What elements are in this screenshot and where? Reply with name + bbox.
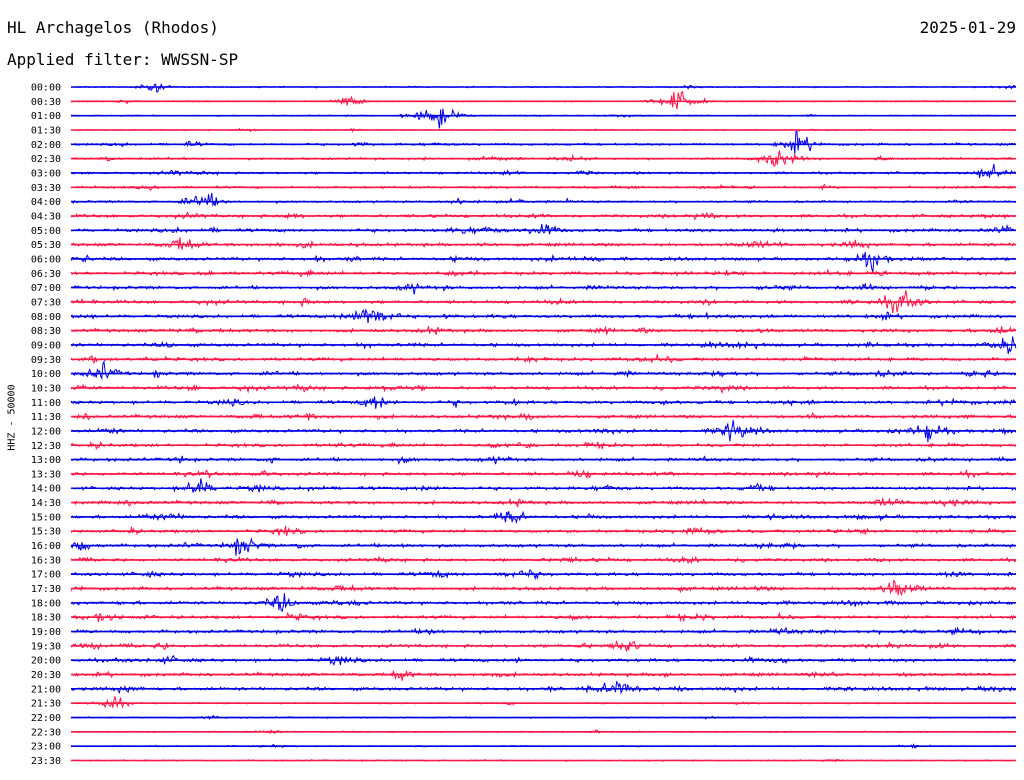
trace-0600 <box>70 251 1017 273</box>
time-label-0130: 01:30 <box>31 125 61 136</box>
trace-0700 <box>70 282 1016 295</box>
time-label-0530: 05:30 <box>31 240 61 251</box>
time-label-1900: 19:00 <box>31 627 61 638</box>
trace-1000 <box>70 360 1017 381</box>
time-label-1600: 16:00 <box>31 541 61 552</box>
trace-0100 <box>70 108 1017 129</box>
time-label-2000: 20:00 <box>31 656 61 667</box>
time-label-1030: 10:30 <box>31 383 61 394</box>
time-label-1830: 18:30 <box>31 613 61 624</box>
time-label-2030: 20:30 <box>31 670 61 681</box>
time-label-2230: 22:30 <box>31 727 61 738</box>
time-label-0100: 01:00 <box>31 111 61 122</box>
time-label-1700: 17:00 <box>31 570 61 581</box>
trace-1600 <box>70 537 1017 556</box>
time-label-0300: 03:00 <box>31 168 61 179</box>
time-label-0430: 04:30 <box>31 211 61 222</box>
time-label-1230: 12:30 <box>31 441 61 452</box>
time-label-1730: 17:30 <box>31 584 61 595</box>
trace-1400 <box>70 478 1017 493</box>
time-label-0500: 05:00 <box>31 226 61 237</box>
trace-0200 <box>70 130 1017 155</box>
time-label-1530: 15:30 <box>31 527 61 538</box>
time-label-0630: 06:30 <box>31 269 61 280</box>
record-date: 2025-01-29 <box>919 18 1016 37</box>
time-label-1300: 13:00 <box>31 455 61 466</box>
time-label-1200: 12:00 <box>31 426 61 437</box>
time-label-1400: 14:00 <box>31 484 61 495</box>
time-label-0230: 02:30 <box>31 154 61 165</box>
time-label-0200: 02:00 <box>31 140 61 151</box>
time-label-1500: 15:00 <box>31 512 61 523</box>
time-label-2330: 23:30 <box>31 756 61 767</box>
time-label-2300: 23:00 <box>31 742 61 753</box>
trace-2130 <box>70 696 1016 709</box>
time-label-1930: 19:30 <box>31 641 61 652</box>
trace-0000 <box>70 82 1017 93</box>
time-label-0400: 04:00 <box>31 197 61 208</box>
trace-2100 <box>70 680 1016 695</box>
time-label-1000: 10:00 <box>31 369 61 380</box>
time-label-0930: 09:30 <box>31 355 61 366</box>
time-label-0830: 08:30 <box>31 326 61 337</box>
time-label-0900: 09:00 <box>31 340 61 351</box>
time-label-2100: 21:00 <box>31 684 61 695</box>
trace-0400 <box>70 192 1017 207</box>
trace-0500 <box>70 223 1016 236</box>
time-label-0700: 07:00 <box>31 283 61 294</box>
time-label-1330: 13:30 <box>31 469 61 480</box>
station-title: HL Archagelos (Rhodos) <box>7 18 219 37</box>
time-label-0600: 06:00 <box>31 254 61 265</box>
time-label-0330: 03:30 <box>31 183 61 194</box>
time-label-1430: 14:30 <box>31 498 61 509</box>
time-label-1630: 16:30 <box>31 555 61 566</box>
trace-0530 <box>70 237 1017 251</box>
time-label-1800: 18:00 <box>31 598 61 609</box>
time-label-2130: 21:30 <box>31 699 61 710</box>
time-label-0000: 00:00 <box>31 83 61 94</box>
time-label-2200: 22:00 <box>31 713 61 724</box>
time-label-1130: 11:30 <box>31 412 61 423</box>
trace-0300 <box>70 163 1017 178</box>
time-label-0730: 07:30 <box>31 297 61 308</box>
filter-label: Applied filter: WWSSN-SP <box>7 50 239 69</box>
time-label-0030: 00:30 <box>31 97 61 108</box>
time-label-1100: 11:00 <box>31 398 61 409</box>
time-label-0800: 08:00 <box>31 312 61 323</box>
trace-2030 <box>70 670 1017 681</box>
